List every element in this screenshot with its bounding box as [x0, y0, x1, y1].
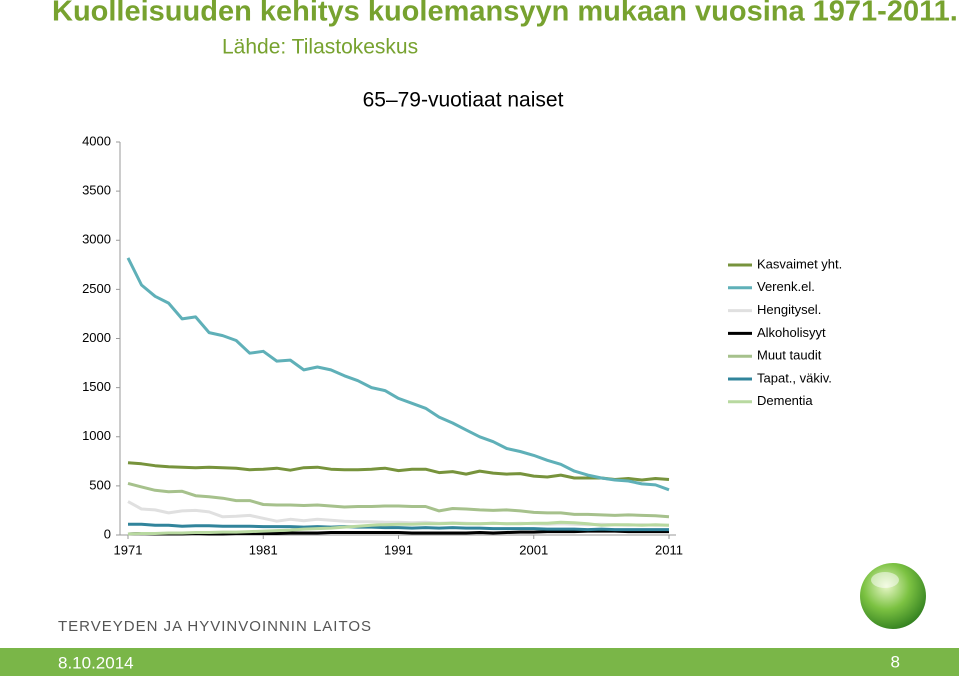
legend-label: Hengitysel.: [757, 302, 821, 317]
legend-label: Kasvaimet yht.: [757, 256, 842, 271]
series-line: [127, 461, 670, 482]
series-line: [127, 520, 670, 536]
page-number: 8: [891, 652, 900, 671]
series-line: [128, 522, 669, 532]
legend-label: Dementia: [757, 393, 813, 408]
footer-date: 8.10.2014: [58, 653, 134, 672]
y-tick-label: 2500: [82, 281, 111, 296]
legend-label: Verenk.el.: [757, 279, 815, 294]
footer-bar: [0, 648, 959, 676]
org-name: TERVEYDEN JA HYVINVOINNIN LAITOS: [58, 618, 372, 635]
x-tick-label: 2011: [655, 542, 683, 557]
series-line: [127, 529, 669, 536]
logo: [860, 563, 926, 629]
chart-title: 65–79-vuotiaat naiset: [363, 89, 564, 112]
y-tick-label: 0: [104, 526, 111, 541]
legend-label: Tapat., väkiv.: [757, 370, 832, 385]
legend-label: Alkoholisyyt: [757, 325, 826, 340]
legend-label: Muut taudit: [757, 348, 822, 363]
y-tick-label: 500: [89, 477, 111, 492]
x-tick-label: 1971: [114, 542, 143, 557]
y-tick-label: 2000: [82, 330, 111, 345]
x-tick-label: 1981: [249, 542, 278, 557]
y-tick-label: 4000: [82, 133, 111, 148]
logo-shine: [871, 572, 899, 588]
plot: 0 500 1000 1500 2000 2500 3000 3500 4000 1971 1981…: [82, 133, 842, 557]
y-tick-label: 3000: [82, 232, 111, 247]
y-tick-label: 1500: [82, 379, 111, 394]
series-line: [126, 257, 670, 492]
y-tick-label: 3500: [82, 183, 111, 198]
x-tick-label: 2001: [519, 542, 548, 557]
slide-source: Lähde: Tilastokeskus: [222, 36, 418, 59]
slide-title: Kuolleisuuden kehitys kuolemansyyn mukaa…: [52, 0, 958, 28]
x-tick-label: 1991: [384, 542, 413, 557]
series-line: [127, 481, 670, 519]
y-tick-label: 1000: [82, 428, 111, 443]
